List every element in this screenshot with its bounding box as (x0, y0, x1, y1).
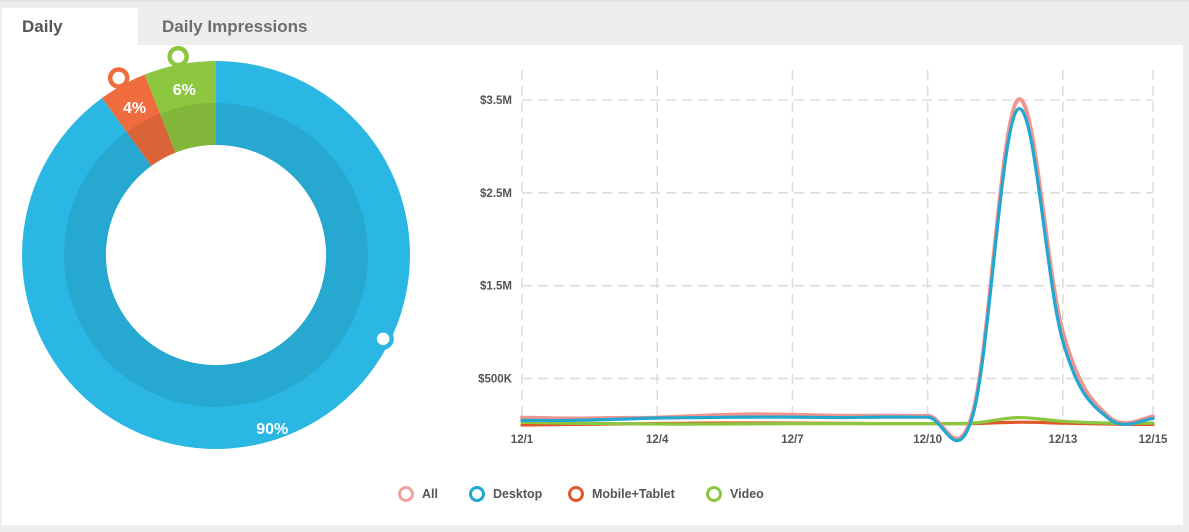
tab-daily-impressions[interactable]: Daily Impressions (162, 17, 308, 36)
series-line-video[interactable] (520, 415, 1155, 426)
x-tick-label: 12/15 (1139, 434, 1168, 446)
legend-label-desktop: Desktop (493, 487, 543, 501)
donut-slice-mobile-tablet[interactable] (101, 74, 176, 167)
legend-marker-video (706, 486, 722, 502)
chart-grid (521, 70, 1154, 425)
donut-label-video: 6% (173, 82, 196, 99)
x-tick-label: 12/10 (913, 434, 942, 446)
legend-item-all[interactable]: All (398, 486, 438, 502)
donut-slice-desktop[interactable] (21, 61, 410, 449)
donut-marker-video[interactable] (167, 45, 189, 68)
donut-marker-desktop[interactable] (372, 328, 394, 350)
donut-label-desktop: 90% (256, 421, 288, 438)
donut-label-mobile-tablet: 4% (123, 100, 146, 117)
y-tick-label: $1.5M (480, 281, 512, 293)
chart-legend: All Desktop Mobile+Tablet Video (0, 486, 1189, 506)
legend-label-all: All (422, 487, 438, 501)
y-tick-label: $2.5M (480, 188, 512, 200)
legend-label-mobile-tablet: Mobile+Tablet (592, 487, 675, 501)
donut-chart: 90% 4% 6% (21, 45, 410, 449)
legend-item-desktop[interactable]: Desktop (469, 486, 542, 502)
legend-marker-mobile-tablet (568, 486, 584, 502)
x-tick-label: 12/4 (646, 434, 669, 446)
donut-hole (106, 145, 326, 365)
y-tick-label: $3.5M (480, 95, 512, 107)
y-tick-label: $500K (478, 374, 513, 386)
x-tick-label: 12/1 (511, 434, 534, 446)
legend-item-mobile-tablet[interactable]: Mobile+Tablet (568, 486, 675, 502)
x-tick-label: 12/13 (1048, 434, 1077, 446)
legend-marker-desktop (469, 486, 485, 502)
legend-item-video[interactable]: Video (706, 486, 764, 502)
legend-label-video: Video (730, 487, 764, 501)
legend-marker-all (398, 486, 414, 502)
tab-bar: Daily Spend Daily Impressions (0, 0, 1189, 74)
series-line-desktop[interactable] (520, 107, 1155, 443)
donut-marker-mobile-tablet[interactable] (107, 67, 130, 89)
donut-slice-video[interactable] (144, 61, 216, 153)
x-tick-label: 12/7 (781, 434, 803, 446)
series-line-all[interactable] (520, 97, 1155, 441)
donut-inner-shade (64, 103, 368, 407)
